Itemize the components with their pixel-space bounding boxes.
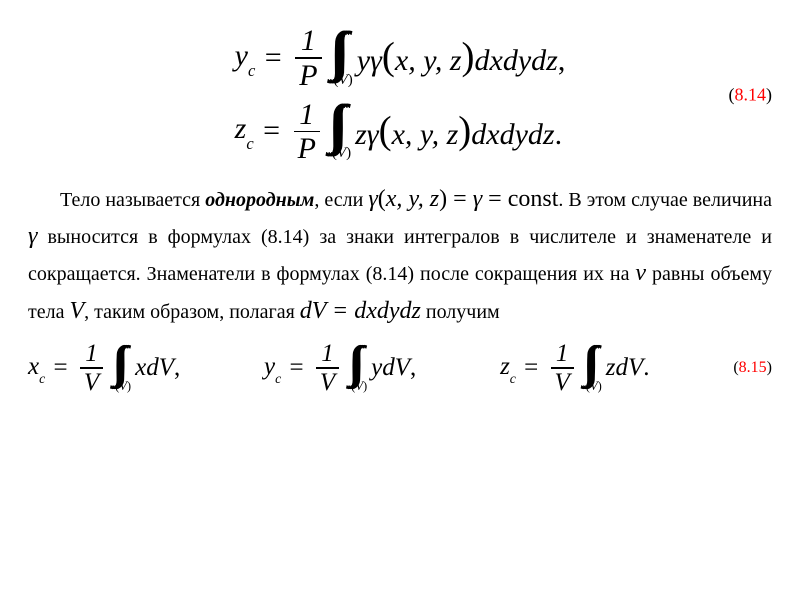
triple-integral: ∫∫∫ (V) [115,342,131,394]
frac-num: 1 [297,24,320,57]
integral-symbols: ∫∫∫ [116,342,130,383]
equals-sign: = [518,354,545,382]
text-run: , таким образом, полагая [84,301,300,323]
frac-num: 1 [317,340,338,368]
var-zc: zc [500,353,516,384]
frac-num: 1 [81,340,102,368]
text-run: Тело называется [60,189,205,211]
var-yc: yc [235,39,256,77]
equals-sign: = [283,354,310,382]
eq15-yc: yc = 1 V ∫∫∫ (V) ydV, [264,340,416,397]
equals-sign: = [47,354,74,382]
triple-integral: ∫∫∫ (V) [334,27,353,89]
integral-symbols: ∫∫∫ [333,100,349,149]
triple-integral: ∫∫∫ (V) [586,342,602,394]
integral-symbols: ∫∫∫ [335,27,351,76]
integrand: zdV. [606,354,650,382]
frac-num: 1 [552,340,573,368]
inline-dV: dV = dxdydz [300,298,421,324]
integral-symbols: ∫∫∫ [352,342,366,383]
frac-den: P [295,59,321,92]
term-odnorodnym: однородным [205,189,314,211]
body-paragraph: Тело называется однородным, если γ(x, y,… [28,181,772,330]
frac-1-over-V: 1 V [80,340,103,397]
equation-8-14-line1: yc = 1 P ∫∫∫ (V) yγ(x, y, z)dxdydz, [235,24,566,92]
integral-symbols: ∫∫∫ [587,342,601,383]
integral-domain: (V) [332,145,351,162]
frac-1-over-P: 1 P [294,98,320,166]
equation-number-8-15: (8.15) [733,359,772,377]
eq15-xc: xc = 1 V ∫∫∫ (V) xdV, [28,340,180,397]
frac-den: V [316,369,339,397]
eq15-zc: zc = 1 V ∫∫∫ (V) zdV. [500,340,649,397]
integral-domain: (V) [351,379,367,394]
inline-gamma-xyz-const: γ(x, y, z) = γ = const [368,186,558,212]
frac-1-over-V: 1 V [551,340,574,397]
var-xc: xc [28,353,45,384]
inline-V: V [69,298,84,324]
equation-8-14-lines: yc = 1 P ∫∫∫ (V) yγ(x, y, z)dxdydz, zc [235,24,566,165]
frac-den: V [551,369,574,397]
triple-integral: ∫∫∫ (V) [332,100,351,162]
equation-8-14-block: yc = 1 P ∫∫∫ (V) yγ(x, y, z)dxdydz, zc [28,24,772,165]
frac-1-over-V: 1 V [316,340,339,397]
frac-den: P [294,132,320,165]
frac-1-over-P: 1 P [295,24,321,92]
frac-den: V [80,369,103,397]
inline-nu: ν [635,260,646,286]
equation-8-15: xc = 1 V ∫∫∫ (V) xdV, yc = 1 [28,340,772,397]
equation-8-15-block: xc = 1 V ∫∫∫ (V) xdV, yc = 1 [28,340,772,397]
page: yc = 1 P ∫∫∫ (V) yγ(x, y, z)dxdydz, zc [0,0,800,600]
integral-domain: (V) [115,379,131,394]
integrand: ydV, [371,354,416,382]
text-run: получим [421,301,500,323]
triple-integral: ∫∫∫ (V) [351,342,367,394]
integral-domain: (V) [586,379,602,394]
text-run: , если [314,189,368,211]
equals-sign: = [256,114,288,148]
integral-domain: (V) [334,72,353,89]
equation-8-14-line2: zc = 1 P ∫∫∫ (V) zγ(x, y, z)dxdydz. [235,98,566,166]
var-yc: yc [264,353,281,384]
integrand: zγ(x, y, z)dxdydz. [355,109,562,154]
frac-num: 1 [295,98,318,131]
text-run: . В этом случае величина [558,189,772,211]
var-zc: zc [235,112,254,150]
integrand: xdV, [135,354,180,382]
integrand: yγ(x, y, z)dxdydz, [357,35,566,80]
equals-sign: = [257,41,289,75]
equation-number-8-14: (8.14) [729,84,773,105]
